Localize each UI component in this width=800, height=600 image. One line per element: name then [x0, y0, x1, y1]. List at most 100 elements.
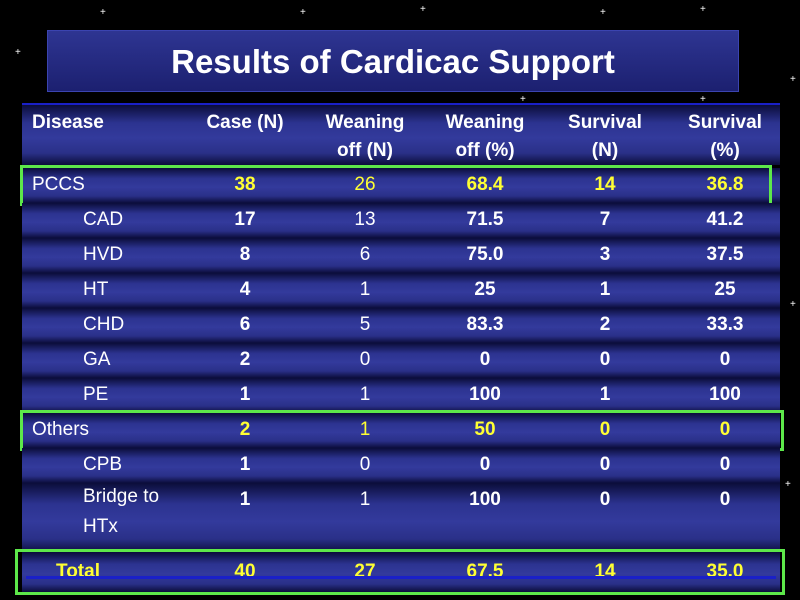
table-cell: 100 [469, 384, 501, 405]
table-cell: 1 [239, 489, 251, 510]
column-header-line: off (%) [455, 140, 515, 161]
table-cell: 1 [599, 384, 611, 405]
column-header: Weaning off (N) [310, 109, 420, 165]
table-cell: 0 [719, 349, 731, 370]
column-header: Case (N) [190, 109, 300, 137]
table-row: CPB 1 0 0 0 0 [22, 448, 780, 483]
table-cell: 6 [359, 244, 371, 265]
table-cell: HT [83, 279, 109, 300]
table-row: PE 1 1 100 1 100 [22, 378, 780, 413]
column-header-line: Case (N) [206, 112, 284, 133]
table-bottom-rule [26, 576, 776, 579]
table-cell: PCCS [32, 174, 85, 195]
table-cell: GA [83, 349, 111, 370]
table-cell: 0 [719, 419, 731, 440]
table-cell: 0 [599, 419, 611, 440]
table-cell: 1 [359, 489, 371, 510]
table-cell: 0 [719, 454, 731, 475]
slide-title: Results of Cardicac Support [171, 43, 615, 80]
highlight-box [15, 549, 785, 595]
table-cell: 75.0 [466, 244, 504, 265]
table-top-rule [22, 103, 780, 106]
column-header: Survival (%) [670, 109, 780, 165]
table-cell: 0 [599, 489, 611, 510]
table-cell: 41.2 [706, 209, 744, 230]
table-cell: 13 [354, 209, 376, 230]
star-decoration: + [520, 94, 526, 105]
table-cell: 25 [474, 279, 496, 300]
table-cell: 2 [599, 314, 611, 335]
table-row: CHD 6 5 83.3 2 33.3 [22, 308, 780, 343]
table-cell: 6 [239, 314, 251, 335]
table-cell: CAD [83, 209, 124, 230]
table-cell: 0 [719, 489, 731, 510]
table-cell: 83.3 [466, 314, 504, 335]
table-cell: 3 [599, 244, 611, 265]
star-decoration: + [100, 7, 106, 18]
table-header-row: Disease Case (N) Weaning off (N) Weaning off … [22, 105, 780, 165]
highlight-box [20, 410, 784, 451]
table-cell: 37.5 [706, 244, 744, 265]
table-cell: 2 [239, 419, 251, 440]
table-cell: 1 [359, 279, 371, 300]
table-cell: 100 [469, 489, 501, 510]
column-header-line: (N) [591, 140, 619, 161]
table-group-row: PCCS 38 26 68.4 14 36.8 [22, 168, 780, 203]
table-row: HVD 8 6 75.0 3 37.5 [22, 238, 780, 273]
table-cell: 0 [359, 349, 371, 370]
table-total-row: Total 40 27 67.5 14 35.0 [22, 552, 780, 592]
star-decoration: + [790, 74, 796, 85]
table-cell: 0 [599, 349, 611, 370]
column-header-line: Disease [32, 112, 104, 133]
table-cell: 14 [594, 174, 616, 195]
highlight-box [20, 165, 772, 206]
table-cell: 1 [239, 384, 251, 405]
table-cell: 0 [479, 349, 491, 370]
table-row: HT 4 1 25 1 25 [22, 273, 780, 308]
star-decoration: + [700, 4, 706, 15]
column-header-line: (%) [710, 140, 740, 161]
star-decoration: + [785, 479, 791, 490]
table-row: GA 2 0 0 0 0 [22, 343, 780, 378]
star-decoration: + [420, 4, 426, 15]
table-cell: PE [83, 384, 109, 405]
table-row: Bridge to HTx 1 1 100 0 0 [22, 483, 780, 553]
title-box: Results of Cardicac Support [47, 30, 739, 92]
table-row: CAD 17 13 71.5 7 41.2 [22, 203, 780, 238]
column-header-line: Weaning [325, 112, 405, 133]
table-cell: 50 [474, 419, 496, 440]
table-cell: 38 [234, 174, 256, 195]
star-decoration: + [700, 94, 706, 105]
table-cell: 0 [599, 454, 611, 475]
table-cell: 100 [709, 384, 741, 405]
column-header: Disease [32, 109, 192, 137]
table-cell: 68.4 [466, 174, 504, 195]
star-decoration: + [300, 7, 306, 18]
table-cell: 4 [239, 279, 251, 300]
table-cell: 1 [359, 384, 371, 405]
table-cell: HVD [83, 244, 124, 265]
column-header-line: off (N) [337, 140, 393, 161]
table-cell: 36.8 [706, 174, 744, 195]
table-cell: Others [32, 419, 90, 440]
star-decoration: + [600, 7, 606, 18]
table-cell: CHD [83, 314, 125, 335]
table-cell: 0 [479, 454, 491, 475]
column-header: Survival (N) [550, 109, 660, 165]
table-cell: 71.5 [466, 209, 504, 230]
results-table: Disease Case (N) Weaning off (N) Weaning off … [15, 103, 785, 595]
table-cell: 0 [359, 454, 371, 475]
column-header: Weaning off (%) [430, 109, 540, 165]
star-decoration: + [15, 47, 21, 58]
table-cell: 33.3 [706, 314, 744, 335]
column-header-line: Survival [568, 112, 642, 133]
table-cell: 7 [599, 209, 611, 230]
table-cell: 1 [239, 454, 251, 475]
column-header-line: Survival [688, 112, 762, 133]
table-cell: 26 [354, 174, 376, 195]
table-cell: 1 [359, 419, 371, 440]
table-cell: 8 [239, 244, 251, 265]
column-header-line: Weaning [445, 112, 525, 133]
star-decoration: + [790, 299, 796, 310]
table-cell: 17 [234, 209, 256, 230]
